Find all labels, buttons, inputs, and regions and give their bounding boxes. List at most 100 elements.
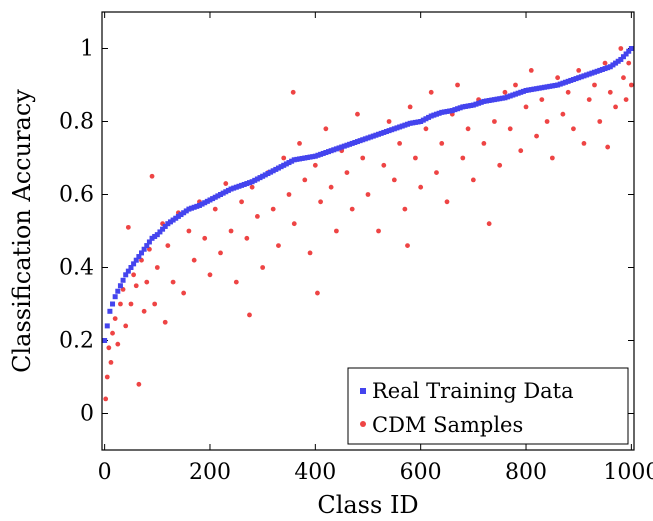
real-training-point [402, 122, 408, 128]
real-training-point [599, 66, 605, 72]
cdm-sample-point [223, 181, 229, 186]
real-training-point [352, 139, 358, 145]
real-training-point [186, 206, 192, 212]
real-training-point [254, 176, 260, 182]
real-training-point [610, 62, 616, 68]
cdm-sample-point [549, 155, 555, 161]
x-axis-label: Class ID [317, 491, 418, 519]
real-training-point [233, 184, 239, 190]
real-training-point [410, 120, 416, 126]
real-training-point [320, 150, 326, 156]
cdm-sample-point [260, 265, 266, 270]
real-training-point [183, 208, 189, 214]
real-training-point [165, 221, 171, 227]
real-training-point [607, 64, 613, 70]
real-training-point [131, 261, 137, 267]
real-training-point [626, 48, 632, 54]
cdm-sample-point [344, 170, 350, 176]
x-tick-label: 600 [400, 460, 442, 485]
cdm-sample-point [544, 119, 550, 124]
cdm-sample-point [181, 290, 187, 296]
cdm-sample-point [405, 243, 410, 249]
cdm-sample-point [497, 162, 503, 168]
real-training-point [310, 154, 316, 160]
real-training-point [283, 161, 289, 167]
cdm-sample-point [349, 206, 355, 212]
real-training-point [173, 215, 179, 221]
cdm-sample-point [534, 133, 539, 139]
cdm-sample-point [407, 104, 413, 110]
real-training-point [299, 155, 305, 161]
real-training-point [115, 288, 121, 294]
real-training-point [152, 233, 158, 239]
real-training-point [223, 189, 229, 195]
cdm-sample-point [218, 250, 223, 256]
real-training-point [125, 268, 131, 274]
real-training-point [462, 103, 468, 109]
cdm-sample-point [191, 257, 197, 263]
real-training-point [468, 103, 474, 109]
cdm-sample-point [239, 199, 244, 205]
real-training-point [573, 76, 579, 82]
cdm-sample-point [104, 374, 110, 380]
cdm-sample-point [233, 279, 239, 285]
real-training-point [162, 223, 168, 229]
real-training-point [154, 232, 160, 238]
y-tick-label: 1 [80, 37, 94, 62]
real-training-point [565, 78, 571, 84]
cdm-sample-point [481, 141, 487, 146]
real-training-point [613, 60, 619, 66]
cdm-sample-point [376, 228, 381, 234]
real-training-point [141, 246, 147, 252]
cdm-sample-point [565, 89, 571, 95]
y-axis-label: Classification Accuracy [8, 89, 36, 373]
cdm-sample-point [144, 279, 150, 285]
real-training-point [473, 101, 479, 107]
cdm-sample-point [276, 243, 281, 249]
y-axis-ticks: 0 0.2 0.4 0.6 0.8 1 [59, 37, 634, 427]
real-training-point [418, 119, 424, 124]
real-training-point [465, 103, 471, 109]
real-training-point [441, 109, 447, 115]
real-training-point [257, 175, 263, 181]
real-training-point [291, 157, 297, 163]
real-training-point [204, 198, 210, 204]
real-training-point [486, 98, 492, 104]
cdm-sample-point [492, 119, 497, 124]
real-training-point [360, 137, 366, 143]
cdm-sample-point [207, 272, 213, 278]
real-training-point [323, 150, 329, 156]
real-training-point [381, 129, 387, 135]
y-tick-label: 0.6 [59, 183, 94, 208]
real-training-point [549, 83, 555, 89]
cdm-sample-point [202, 235, 208, 241]
cdm-sample-point [386, 119, 392, 124]
cdm-sample-point [103, 396, 109, 402]
real-training-point [244, 181, 250, 187]
real-training-point [620, 54, 626, 60]
cdm-sample-point [128, 301, 134, 307]
cdm-sample-point [618, 46, 624, 51]
real-training-point [307, 154, 313, 160]
real-training-point [120, 277, 126, 283]
real-training-point [318, 151, 324, 157]
cdm-sample-point [286, 192, 292, 197]
real-training-point [557, 81, 563, 87]
cdm-sample-point [170, 279, 176, 285]
cdm-sample-point [162, 319, 168, 325]
real-training-point [144, 243, 150, 249]
real-training-point [289, 158, 295, 164]
cdm-sample-point [297, 141, 302, 146]
real-training-point [189, 205, 195, 211]
cdm-sample-point [507, 126, 513, 132]
cdm-sample-point [623, 97, 629, 102]
real-training-point [586, 71, 592, 77]
real-training-point [423, 116, 429, 122]
cdm-sample-point [106, 345, 112, 351]
real-training-point [378, 130, 384, 136]
real-training-point [225, 187, 231, 193]
cdm-sample-point [628, 82, 634, 88]
real-training-point [331, 147, 337, 153]
real-training-point [420, 117, 426, 123]
real-training-point [591, 69, 597, 75]
